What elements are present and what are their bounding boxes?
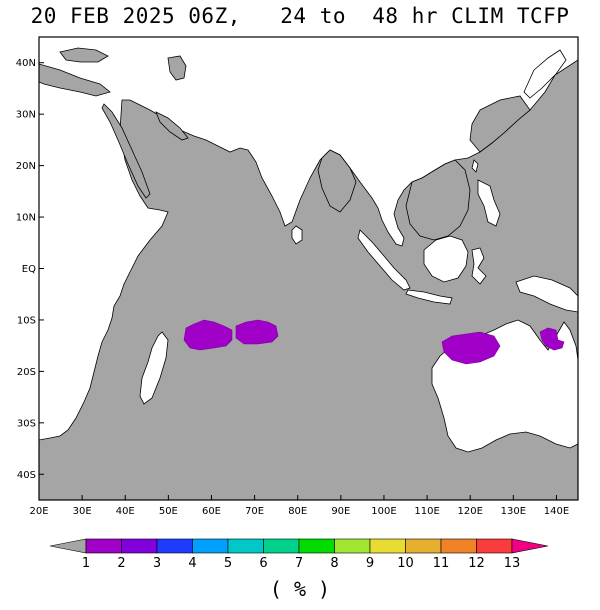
colorbar-label: 6 [259, 556, 267, 571]
colorbar-over-triangle [511, 538, 549, 554]
longitude-label: 110E [414, 506, 439, 517]
colorbar-swatch [440, 538, 477, 554]
colorbar-swatch [369, 538, 406, 554]
longitude-label: 60E [202, 506, 221, 517]
colorbar-swatch [121, 538, 158, 554]
red-sea [101, 103, 151, 199]
prob-area-sio-west [183, 319, 233, 351]
south-china-sea [405, 159, 471, 241]
bay-of-bengal-inner [317, 149, 357, 213]
land-sulawesi [471, 247, 487, 285]
land-madagascar [139, 331, 169, 405]
longitude-label: 130E [501, 506, 526, 517]
colorbar-label: 2 [117, 556, 125, 571]
prob-area-gulf-carpentaria [539, 327, 565, 351]
land-borneo [423, 235, 469, 283]
colorbar-label: 5 [224, 556, 232, 571]
latitude-label: 30S [17, 418, 36, 429]
land-new-guinea [515, 275, 578, 313]
colorbar-label: 11 [433, 556, 450, 571]
colorbar-swatch [263, 538, 300, 554]
colorbar-under-triangle [49, 538, 87, 554]
latitude-label: 40S [17, 470, 36, 481]
latitude-label: 40N [16, 58, 36, 69]
mediterranean-sea [39, 63, 111, 97]
land-philippines [477, 179, 501, 227]
prob-area-nw-australia [441, 331, 501, 365]
colorbar-label: 12 [468, 556, 485, 571]
map-title: 20 FEB 2025 06Z, 24 to 48 hr CLIM TCFP [30, 4, 570, 28]
colorbar-swatch [405, 538, 442, 554]
caspian-sea [167, 55, 187, 81]
land-sumatra [357, 229, 411, 291]
colorbar-label: 7 [295, 556, 303, 571]
longitude-labels: 20E 30E 40E 50E 60E 70E 80E 90E 100E 110E 120E 130E… [29, 495, 569, 517]
colorbar-label: 9 [366, 556, 374, 571]
east-china-sea [469, 95, 531, 153]
land-java [405, 289, 453, 305]
colorbar-label: 4 [188, 556, 196, 571]
probability-areas [183, 319, 565, 365]
colorbar-swatch [476, 538, 513, 554]
longitude-label: 90E [331, 506, 350, 517]
prob-area-sio-central [235, 319, 279, 345]
longitude-label: 100E [371, 506, 396, 517]
units-label: ( % ) [269, 577, 331, 601]
latitude-label: 30N [16, 110, 36, 121]
land-sri-lanka [291, 225, 303, 245]
longitude-label: 50E [159, 506, 178, 517]
longitude-label: 140E [544, 506, 569, 517]
latitude-label: 20N [16, 161, 36, 172]
colorbar-swatch [334, 538, 371, 554]
latitude-label: EQ [22, 264, 36, 275]
colorbar-label: 10 [397, 556, 414, 571]
colorbar-swatch [227, 538, 264, 554]
latitude-label: 10N [16, 213, 36, 224]
longitude-label: 70E [245, 506, 264, 517]
colorbar-label: 3 [153, 556, 161, 571]
longitude-label: 40E [116, 506, 135, 517]
persian-gulf [155, 111, 189, 141]
colorbar-label: 1 [82, 556, 90, 571]
latitude-labels: 40N 30N 20N 10N EQ 10S 20S 30S 40S [16, 58, 44, 481]
black-sea [59, 47, 109, 63]
colorbar-swatch [192, 538, 229, 554]
longitude-label: 30E [73, 506, 92, 517]
land-taiwan [471, 159, 479, 173]
colorbar-swatch [156, 538, 193, 554]
longitude-label: 80E [288, 506, 307, 517]
colorbar-swatch [298, 538, 335, 554]
land-japan [523, 49, 567, 99]
colorbar: 1 2 3 4 5 6 7 8 9 10 11 12 13 [49, 538, 549, 571]
colorbar-label: 8 [330, 556, 338, 571]
longitude-label: 20E [29, 506, 48, 517]
latitude-label: 10S [17, 315, 36, 326]
colorbar-swatch [85, 538, 122, 554]
latitude-label: 20S [17, 367, 36, 378]
longitude-label: 120E [457, 506, 482, 517]
colorbar-label: 13 [504, 556, 521, 571]
